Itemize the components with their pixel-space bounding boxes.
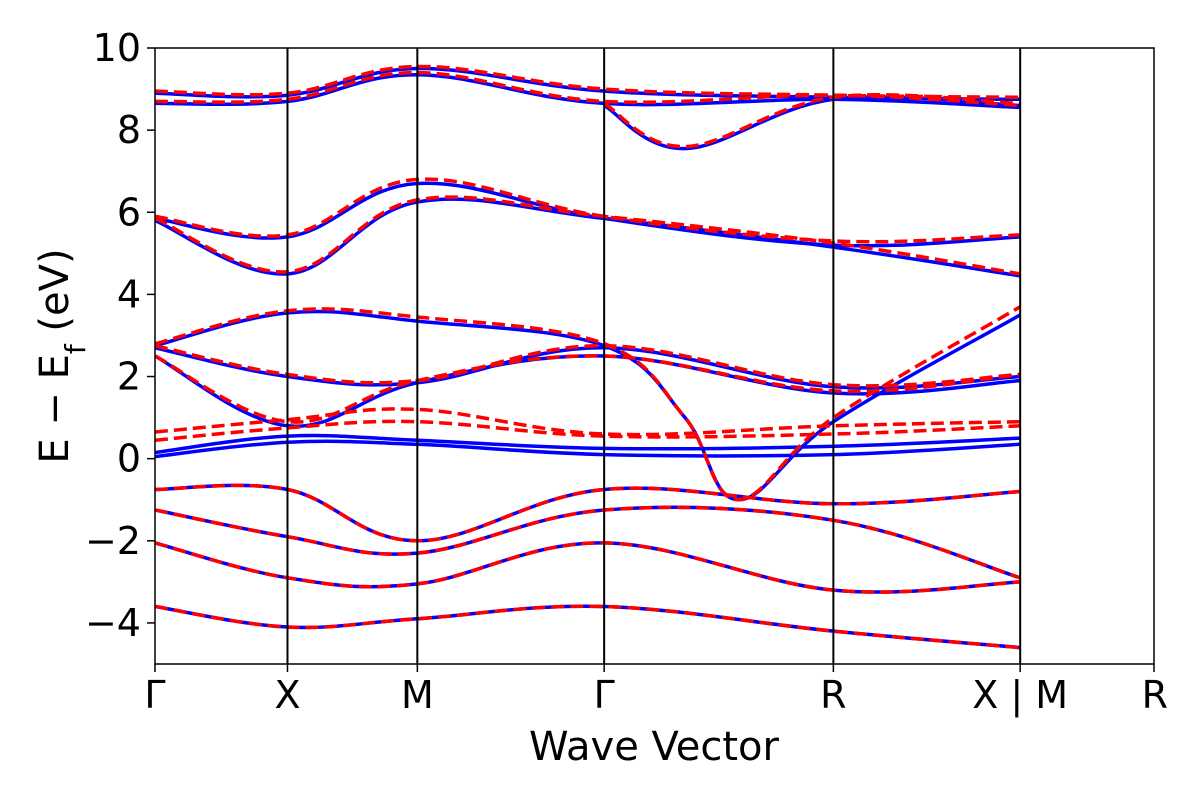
dashed-band-13 <box>603 93 1021 149</box>
dashed-band-6 <box>155 354 1021 424</box>
solid-band-9 <box>155 197 1021 278</box>
y-axis-title: E − Ef (eV) <box>32 248 92 463</box>
x-axis: Γ X M Γ R X | M R <box>144 664 1168 718</box>
x-tick-label-0: Γ <box>144 673 165 717</box>
solid-band-3 <box>155 604 1021 650</box>
solid-band-2 <box>155 541 1021 594</box>
y-tick-label-1: −2 <box>85 519 141 563</box>
dashed-band-8 <box>155 305 1022 502</box>
x-axis-title: Wave Vector <box>529 724 780 770</box>
dashed-band-2 <box>155 541 1021 594</box>
y-tick-label-7: 10 <box>93 26 141 70</box>
y-tick-label-3: 2 <box>117 355 141 399</box>
dashed-band-4 <box>155 419 1021 442</box>
y-tick-label-0: −4 <box>85 601 141 645</box>
y-tick-label-4: 4 <box>117 272 141 316</box>
dashed-band-12 <box>155 64 1021 100</box>
plot-frame <box>154 47 1155 665</box>
dashed-band-10 <box>155 177 1021 244</box>
bands-layer <box>155 64 1022 650</box>
y-tick-label-5: 6 <box>117 190 141 234</box>
y-axis-title-main: E − E <box>32 354 78 464</box>
x-tick-label-5: X | M <box>972 673 1068 718</box>
x-tick-label-6: R <box>1142 673 1168 717</box>
y-axis-title-sub: f <box>59 343 92 354</box>
y-axis-title-unit: (eV) <box>32 248 78 344</box>
x-tick-label-2: M <box>401 673 434 717</box>
dashed-band-5 <box>155 407 1021 437</box>
x-tick-label-3: Γ <box>594 673 615 717</box>
x-tick-label-4: R <box>820 673 846 717</box>
x-tick-label-1: X <box>274 673 300 717</box>
y-tick-label-6: 8 <box>117 108 141 152</box>
y-tick-label-2: 0 <box>117 437 141 481</box>
y-axis: −4 −2 0 2 4 6 8 10 <box>85 26 155 645</box>
dashed-band-0 <box>155 483 1021 543</box>
high-symmetry-lines <box>286 48 1022 664</box>
dashed-band-9 <box>155 195 1021 276</box>
